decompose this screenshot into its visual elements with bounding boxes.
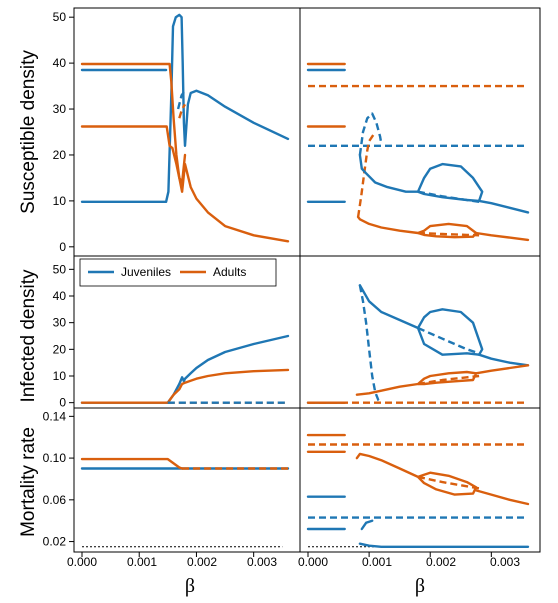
x-tick-0: 0.000 (67, 555, 97, 569)
legend-label-adults: Adults (213, 265, 246, 279)
y-tick-label-r0-1: 10 (53, 194, 67, 208)
y-tick-label-r1-3: 30 (53, 316, 67, 330)
series-line-r0-c1-7 (356, 131, 377, 218)
x-tick-0-right: 0.000 (298, 555, 328, 569)
series-line-r0-c1-11 (356, 215, 478, 239)
legend: Juveniles Adults (79, 258, 277, 287)
y-tick-label-r0-0: 0 (59, 240, 66, 254)
x-axis-label-right: β (415, 575, 425, 597)
panel-frame-r0-c1 (299, 7, 541, 257)
row1-ylabel: Susceptible density (18, 50, 39, 214)
x-tick-1-right: 0.001 (362, 555, 392, 569)
y-tick-label-r0-4: 40 (53, 56, 67, 70)
series-line-r1-c1-4 (358, 284, 484, 356)
y-tick-label-r2-3: 0.14 (43, 409, 67, 423)
x-tick-1: 0.001 (127, 555, 157, 569)
y-tick-label-r1-4: 40 (53, 289, 67, 303)
series-line-r1-c1-5 (477, 353, 530, 367)
legend-label-juveniles: Juveniles (121, 265, 171, 279)
series-line-r2-c0-2 (80, 457, 184, 470)
series-line-r0-c0-4 (80, 125, 187, 184)
panel-frame-r2-c0 (73, 407, 301, 553)
series-line-r1-c0-3 (166, 368, 290, 404)
series-line-r0-c1-6 (358, 112, 383, 156)
y-tick-label-r0-5: 50 (53, 10, 67, 24)
series-line-r1-c0-2 (166, 334, 290, 404)
row2-ylabel: Infected density (18, 269, 39, 403)
series-line-r0-c1-9 (477, 199, 530, 214)
panel-frame-r2-c1 (299, 407, 541, 553)
y-tick-label-r1-5: 50 (53, 262, 67, 276)
y-tick-label-r2-0: 0.02 (43, 535, 67, 549)
series-line-r1-c1-9 (417, 374, 480, 386)
series-line-r1-c1-8 (474, 364, 530, 375)
series-line-r1-c1-6 (417, 326, 480, 355)
y-tick-label-r2-1: 0.06 (43, 493, 67, 507)
series-line-r1-c1-7 (355, 370, 478, 396)
series-line-r2-c1-9 (417, 475, 480, 490)
x-tick-2-right: 0.002 (426, 555, 456, 569)
series-line-r1-c1-3 (358, 285, 383, 404)
y-tick-label-r1-1: 10 (53, 369, 67, 383)
series-line-r2-c1-10 (358, 542, 530, 548)
series-line-r0-c1-13 (417, 231, 480, 237)
series-line-r0-c1-12 (474, 231, 530, 242)
series-line-r0-c1-10 (417, 190, 480, 203)
series-line-r0-c1-8 (358, 153, 484, 203)
y-tick-label-r1-2: 20 (53, 342, 67, 356)
series-line-r0-c0-2 (176, 89, 186, 110)
series-line-r2-c1-8 (474, 489, 530, 506)
y-tick-label-r0-2: 20 (53, 148, 67, 162)
x-tick-3: 0.003 (247, 555, 277, 569)
y-tick-label-r1-0: 0 (59, 396, 66, 410)
x-tick-3-right: 0.003 (490, 555, 520, 569)
series-line-r0-c0-3 (80, 62, 290, 243)
series-line-r2-c1-7 (355, 452, 478, 496)
y-tick-label-r0-3: 30 (53, 102, 67, 116)
panels-layer: 0 10 20 30 40 50 0 10 20 30 40 50 0.02 0.06 0.10 0.14 (43, 7, 541, 557)
y-tick-label-r2-2: 0.10 (43, 451, 67, 465)
series-line-r2-c1-11 (360, 519, 374, 531)
x-tick-2: 0.002 (187, 555, 217, 569)
x-axis-label-left: β (185, 575, 195, 597)
series-line-r0-c0-5 (178, 103, 187, 119)
row3-ylabel: Mortality rate (18, 427, 39, 537)
